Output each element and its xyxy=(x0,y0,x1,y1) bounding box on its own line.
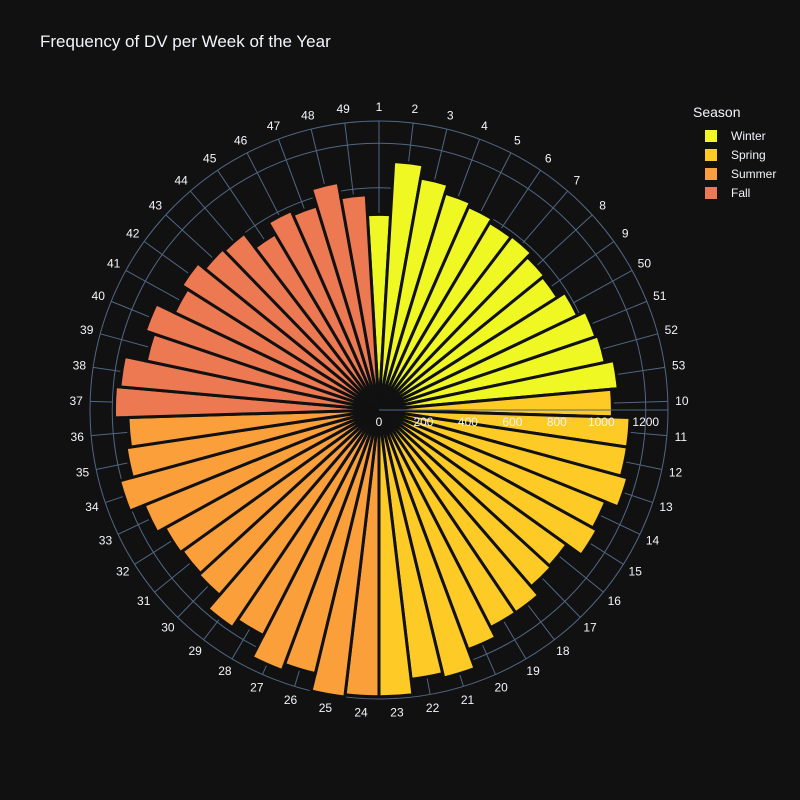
bar-fall-week-42[interactable] xyxy=(179,260,380,412)
radial-tick-label: 1000 xyxy=(588,415,615,429)
angular-tick-label-19: 19 xyxy=(526,664,540,678)
radial-tick-label: 400 xyxy=(458,415,478,429)
angular-axis: 1 2 34567895051525310111213141516171819202… xyxy=(69,100,688,719)
legend-swatch-summer xyxy=(705,167,717,180)
legend-label-spring: Spring xyxy=(731,147,766,162)
angular-tick-label-32: 32 xyxy=(116,565,130,579)
angular-tick-label-40: 40 xyxy=(92,289,106,303)
angular-tick-label-10: 10 xyxy=(675,394,689,408)
angular-tick-label-6: 6 xyxy=(545,152,552,166)
angular-tick-label-52: 52 xyxy=(665,323,679,337)
legend-label-summer: Summer xyxy=(731,166,777,181)
angular-tick-label-51: 51 xyxy=(653,289,667,303)
radial-tick-label: 0 xyxy=(376,415,383,429)
angular-tick-label-24: 24 xyxy=(354,705,368,719)
legend-swatch-spring xyxy=(705,148,717,161)
bar-summer-week-30[interactable] xyxy=(196,408,381,598)
bar-fall-week-43[interactable] xyxy=(202,246,381,412)
angular-tick-label-12: 12 xyxy=(669,465,683,479)
legend-label-winter: Winter xyxy=(731,128,766,143)
angular-tick-label-1: 1 xyxy=(376,100,383,114)
angular-tick-label-11: 11 xyxy=(675,430,688,444)
legend: Season Winter Spring Summer Fall xyxy=(693,104,776,202)
bar-winter-week-5[interactable] xyxy=(377,204,495,411)
bar-spring-week-15[interactable] xyxy=(378,408,600,558)
legend-swatch-fall xyxy=(705,186,717,199)
angular-tick-label-33: 33 xyxy=(99,533,113,547)
angular-tick-label-39: 39 xyxy=(80,323,94,337)
bar-winter-week-8[interactable] xyxy=(377,254,547,412)
angular-tick-label-5: 5 xyxy=(514,133,521,147)
angular-tick-label-20: 20 xyxy=(494,680,508,694)
angular-tick-label-22: 22 xyxy=(426,701,440,715)
legend-item-winter[interactable]: Winter xyxy=(693,126,776,145)
legend-swatch-winter xyxy=(705,129,717,142)
angular-tick-label-38: 38 xyxy=(73,358,87,372)
radial-tick-label: 1200 xyxy=(632,415,659,429)
angular-tick-label-53: 53 xyxy=(672,358,686,372)
bar-winter-week-53[interactable] xyxy=(378,358,620,412)
legend-item-summer[interactable]: Summer xyxy=(693,164,776,183)
angular-tick-label-45: 45 xyxy=(203,152,217,166)
bar-summer-week-29[interactable] xyxy=(205,409,381,630)
angular-tick-label-34: 34 xyxy=(85,500,99,514)
radial-tick-label: 200 xyxy=(413,415,433,429)
angular-tick-label-3: 3 xyxy=(447,108,454,122)
legend-label-fall: Fall xyxy=(731,185,751,200)
angular-tick-label-21: 21 xyxy=(461,693,475,707)
angular-tick-label-31: 31 xyxy=(137,594,151,608)
angular-tick-label-47: 47 xyxy=(267,119,281,133)
legend-item-spring[interactable]: Spring xyxy=(693,145,776,164)
bar-fall-week-49[interactable] xyxy=(339,193,381,411)
bar-summer-week-35[interactable] xyxy=(124,408,380,480)
angular-tick-label-43: 43 xyxy=(149,198,163,212)
legend-item-fall[interactable]: Fall xyxy=(693,183,776,202)
angular-tick-label-18: 18 xyxy=(556,644,570,658)
angular-tick-label-8: 8 xyxy=(599,198,606,212)
bar-summer-week-27[interactable] xyxy=(250,409,381,673)
bar-fall-week-46[interactable] xyxy=(266,208,381,411)
angular-tick-label-44: 44 xyxy=(175,173,189,187)
angular-tick-label-9: 9 xyxy=(622,226,629,240)
legend-title: Season xyxy=(693,104,741,120)
angular-tick-label-41: 41 xyxy=(107,257,121,271)
angular-tick-label-7: 7 xyxy=(573,173,580,187)
angular-tick-label-30: 30 xyxy=(161,620,175,634)
angular-tick-label-15: 15 xyxy=(629,565,643,579)
angular-tick-label-46: 46 xyxy=(234,133,248,147)
angular-tick-label-25: 25 xyxy=(319,701,333,715)
angular-tick-label-36: 36 xyxy=(71,430,85,444)
bar-winter-week-7[interactable] xyxy=(377,233,534,412)
angular-tick-label-17: 17 xyxy=(583,620,597,634)
angular-tick-label-16: 16 xyxy=(608,594,622,608)
angular-tick-label-49: 49 xyxy=(336,102,350,116)
angular-tick-label-42: 42 xyxy=(126,226,140,240)
bar-fall-week-37[interactable] xyxy=(112,384,380,420)
radial-tick-label: 800 xyxy=(547,415,567,429)
radial-axis: 0 200 400 600 800 1000 1200 xyxy=(376,409,668,429)
angular-tick-label-26: 26 xyxy=(284,693,298,707)
angular-tick-label-28: 28 xyxy=(218,664,232,678)
angular-tick-label-4: 4 xyxy=(481,119,488,133)
angular-tick-label-48: 48 xyxy=(301,108,315,122)
angular-tick-label-13: 13 xyxy=(659,500,673,514)
bar-summer-week-34[interactable] xyxy=(117,408,380,514)
angular-tick-label-50: 50 xyxy=(638,257,652,271)
bar-fall-week-48[interactable] xyxy=(309,180,381,411)
angular-tick-label-37: 37 xyxy=(69,394,83,408)
angular-tick-label-27: 27 xyxy=(250,680,264,694)
radial-tick-label: 600 xyxy=(502,415,522,429)
chart-title: Frequency of DV per Week of the Year xyxy=(40,32,331,51)
angular-tick-label-2: 2 xyxy=(411,102,418,116)
angular-tick-label-29: 29 xyxy=(188,644,202,658)
bar-fall-week-44[interactable] xyxy=(222,231,381,412)
angular-tick-label-23: 23 xyxy=(390,705,404,719)
angular-tick-label-35: 35 xyxy=(76,465,90,479)
bars xyxy=(112,159,632,699)
angular-tick-label-14: 14 xyxy=(646,533,660,547)
bar-spring-week-21[interactable] xyxy=(377,409,477,680)
